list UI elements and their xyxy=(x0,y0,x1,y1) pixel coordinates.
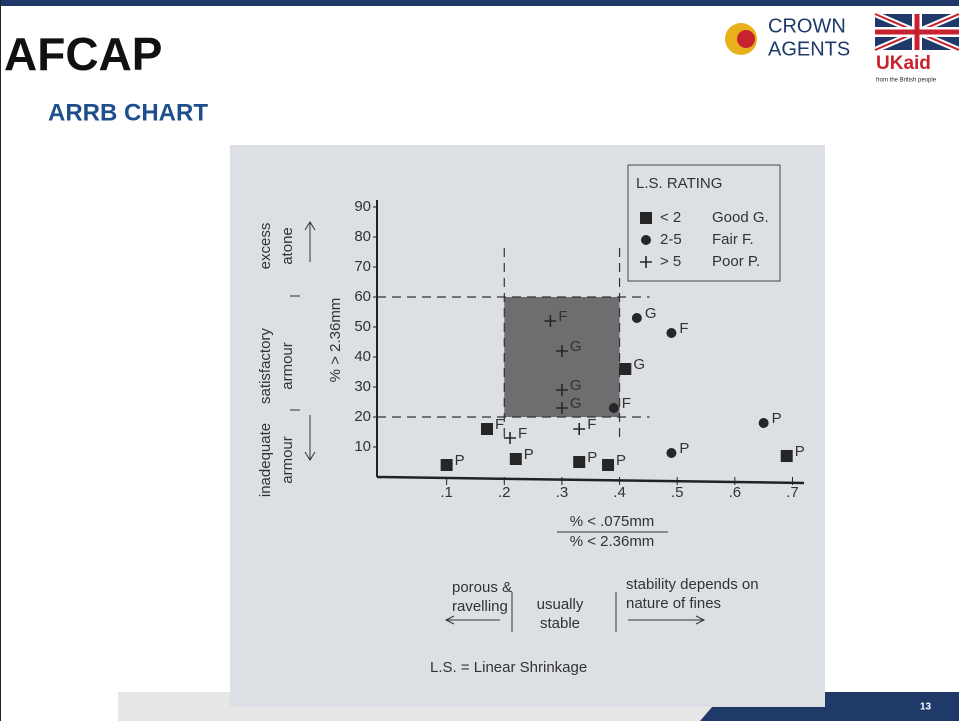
page-number: 13 xyxy=(920,702,932,713)
point-label: F xyxy=(587,416,596,433)
legend-marker xyxy=(641,235,651,245)
y-tick-label: 70 xyxy=(354,258,371,275)
point-label: P xyxy=(679,440,689,457)
slide: AFCAP CROWN AGENTS UKaid from the Britis… xyxy=(0,0,959,721)
point-label: P xyxy=(772,410,782,427)
legend-label: > 5 xyxy=(660,253,681,270)
point-label: G xyxy=(645,305,657,322)
point-label: G xyxy=(633,356,645,373)
y-tick-label: 10 xyxy=(354,438,371,455)
zone-label: satisfactory xyxy=(257,328,274,404)
y-tick-label: 50 xyxy=(354,318,371,335)
point-label: F xyxy=(679,320,688,337)
slide-heading: ARRB CHART xyxy=(48,99,208,126)
x-tick-label: .4 xyxy=(613,484,626,501)
point xyxy=(666,448,676,458)
x-tick-label: .5 xyxy=(671,484,684,501)
legend-rating: Good G. xyxy=(712,209,769,226)
point xyxy=(481,423,493,435)
y-tick-label: 60 xyxy=(354,288,371,305)
point-label: P xyxy=(616,452,626,469)
aid-logo: UKaid xyxy=(876,53,931,74)
y-axis-label: % > 2.36mm xyxy=(327,298,344,383)
point-label: F xyxy=(495,416,504,433)
partner-name: AGENTS xyxy=(768,38,850,60)
point-label: G xyxy=(570,338,582,355)
x-tick-label: .6 xyxy=(729,484,742,501)
x-tick-label: .3 xyxy=(556,484,569,501)
point-label: F xyxy=(622,395,631,412)
x-axis-label: % < 2.36mm xyxy=(570,533,655,550)
zone-label: inadequate xyxy=(257,423,274,497)
y-tick-label: 40 xyxy=(354,348,371,365)
point xyxy=(759,418,769,428)
point xyxy=(441,459,453,471)
point xyxy=(619,363,631,375)
point-label: P xyxy=(455,452,465,469)
y-tick-label: 90 xyxy=(354,198,371,215)
top-band xyxy=(0,0,959,6)
point xyxy=(573,456,585,468)
zone-label: porous & xyxy=(452,579,512,596)
x-tick-label: .7 xyxy=(786,484,799,501)
zone-label: armour xyxy=(279,342,296,390)
partner-name: CROWN xyxy=(768,15,846,37)
point xyxy=(609,403,619,413)
zone-label: excess xyxy=(257,223,274,270)
point xyxy=(781,450,793,462)
y-tick-label: 80 xyxy=(354,228,371,245)
point xyxy=(510,453,522,465)
point xyxy=(632,313,642,323)
legend-label: 2-5 xyxy=(660,231,682,248)
zone-label: nature of fines xyxy=(626,595,721,612)
zone-label: stable xyxy=(540,615,580,632)
zone-label: stability depends on xyxy=(626,576,759,593)
chart-photo xyxy=(230,145,825,707)
logo: AFCAP xyxy=(4,28,162,80)
legend-marker xyxy=(640,212,652,224)
partner-icon-inner xyxy=(737,30,755,48)
point-label: P xyxy=(795,443,805,460)
point-label: G xyxy=(570,377,582,394)
point xyxy=(602,459,614,471)
x-tick-label: .1 xyxy=(440,484,453,501)
y-tick-label: 20 xyxy=(354,408,371,425)
zone-label: armour xyxy=(279,436,296,484)
point-label: G xyxy=(570,395,582,412)
point xyxy=(666,328,676,338)
point-label: P xyxy=(524,446,534,463)
zone-label: atone xyxy=(279,227,296,265)
legend-label: < 2 xyxy=(660,209,681,226)
x-axis-label: % < .075mm xyxy=(570,513,655,530)
aid-note: from the British people xyxy=(876,78,937,84)
x-tick-label: .2 xyxy=(498,484,511,501)
point-label: F xyxy=(558,308,567,325)
footnote: L.S. = Linear Shrinkage xyxy=(430,659,587,676)
legend-rating: Poor P. xyxy=(712,253,760,270)
point-label: P xyxy=(587,449,597,466)
page: {"slide": {"logo": "AFCAP", "partner": [… xyxy=(0,0,959,721)
zone-label: ravelling xyxy=(452,598,508,615)
point-label: F xyxy=(518,425,527,442)
y-tick-label: 30 xyxy=(354,378,371,395)
legend-rating: Fair F. xyxy=(712,231,754,248)
legend-title: L.S. RATING xyxy=(636,175,722,192)
zone-label: usually xyxy=(537,596,584,613)
